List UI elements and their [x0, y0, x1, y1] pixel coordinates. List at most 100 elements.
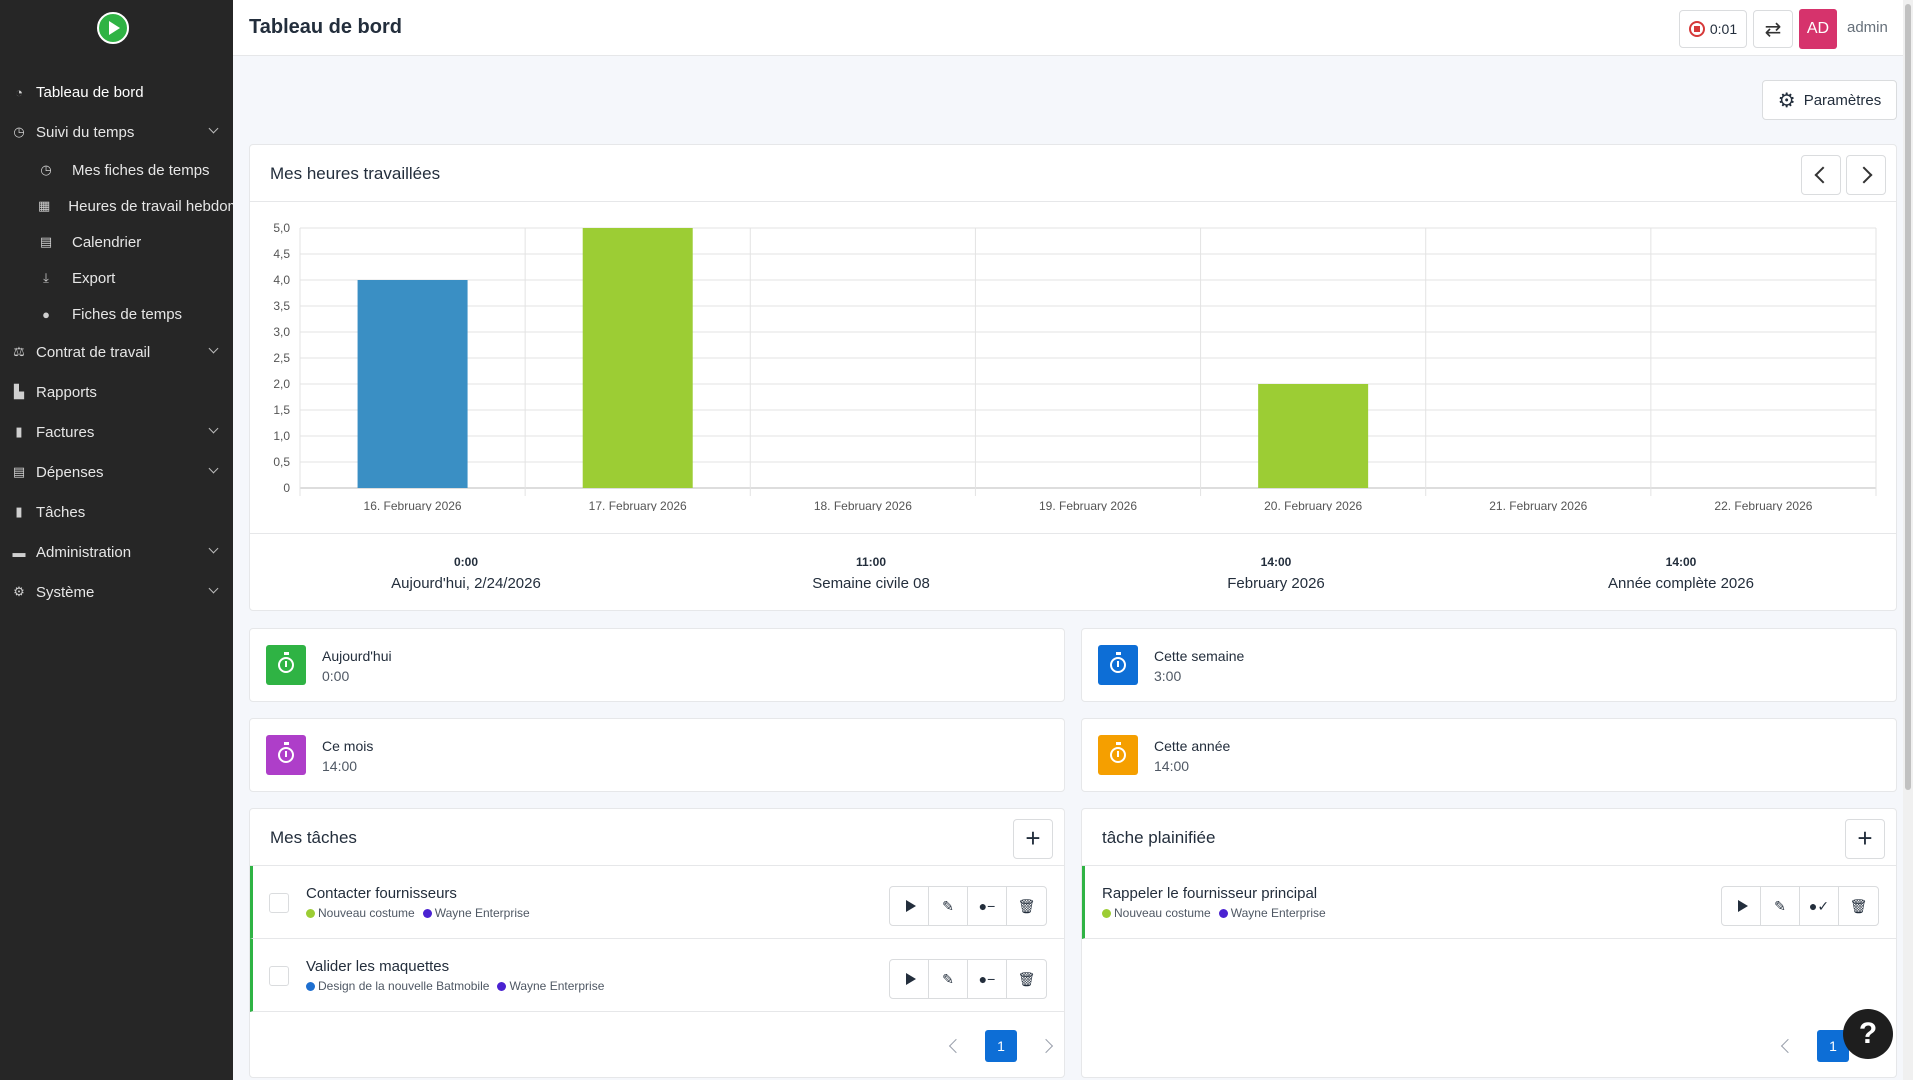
summary-title: Ce mois — [322, 738, 374, 754]
chevron-left-icon[interactable] — [1780, 1038, 1796, 1054]
sidebar-subitem-label: Fiches de temps — [72, 305, 183, 323]
toolbox-icon: ▬ — [12, 544, 26, 560]
project-dot — [306, 981, 315, 991]
sidebar-item-dashboard[interactable]: ◔ Tableau de bord — [0, 72, 233, 112]
edit-task-button[interactable]: ✎ — [1761, 887, 1800, 925]
start-task-button[interactable] — [1722, 887, 1761, 925]
stat-value: 14:00 — [1665, 555, 1697, 569]
edit-icon: ✎ — [1774, 897, 1786, 914]
sidebar-item-expenses[interactable]: ▤ Dépenses — [0, 452, 233, 492]
sidebar-nav: ◔ Tableau de bord ◷ Suivi du temps ◷ Mes… — [0, 72, 234, 612]
start-task-button[interactable] — [890, 960, 929, 998]
divider — [1082, 865, 1896, 866]
sidebar-item-tasks[interactable]: ▮ Tâches — [0, 492, 233, 532]
hours-bar-chart: 0 0,5 1,0 1,5 2,0 2,5 3,0 3,5 4,0 4,5 5,0 16. Febru… — [273, 221, 1877, 511]
sidebar-item-administration[interactable]: ▬ Administration — [0, 532, 233, 572]
logo-play-icon[interactable] — [97, 12, 129, 44]
card-title: Mes tâches — [270, 828, 357, 847]
page-title: Tableau de bord — [249, 16, 402, 38]
help-button[interactable]: ? — [1843, 1009, 1893, 1059]
stat-value: 0:00 — [453, 555, 479, 569]
stopwatch-icon — [1098, 735, 1138, 775]
sync-button[interactable]: ⇄ — [1753, 10, 1793, 48]
stat-label: Aujourd'hui, 2/24/2026 — [391, 575, 541, 592]
edit-task-button[interactable]: ✎ — [929, 887, 968, 925]
sidebar: ◔ Tableau de bord ◷ Suivi du temps ◷ Mes… — [0, 0, 233, 1080]
delete-task-button[interactable]: 🗑 — [1839, 887, 1878, 925]
sidebar-subitem-timesheets[interactable]: ● Fiches de temps — [0, 296, 233, 332]
avatar[interactable]: AD — [1799, 9, 1837, 49]
scrollbar[interactable] — [1903, 0, 1913, 1080]
customer-dot — [422, 908, 432, 918]
chevron-left-icon[interactable] — [948, 1038, 964, 1054]
planned-tasks-card: tâche plainifiée + Rappeler le fournisse… — [1081, 808, 1897, 1078]
chart-bar — [357, 280, 468, 488]
stat-label: February 2026 — [1227, 575, 1325, 592]
previous-week-button[interactable] — [1801, 155, 1841, 195]
divider — [250, 201, 1896, 202]
chart-icon: ▙ — [14, 384, 24, 399]
sidebar-item-system[interactable]: ⚙ Système — [0, 572, 233, 612]
chevron-right-icon[interactable] — [1038, 1038, 1054, 1054]
clipboard-icon: ▮ — [15, 504, 23, 519]
stat-value: 11:00 — [855, 555, 887, 569]
task-meta: Nouveau costume Wayne Enterprise — [1102, 906, 1326, 920]
delete-task-button[interactable]: 🗑 — [1007, 887, 1046, 925]
task-row: Rappeler le fournisseur principal Nouvea… — [1082, 866, 1896, 939]
sidebar-subitem-weekly-hours[interactable]: ▦ Heures de travail hebdomadaires — [0, 188, 233, 224]
x-tick-label: 22. February 2026 — [1714, 499, 1812, 511]
project-name: Design de la nouvelle Batmobile — [318, 979, 490, 993]
sidebar-item-label: Factures — [36, 423, 95, 441]
sidebar-item-contract[interactable]: ⚖ Contrat de travail — [0, 332, 233, 372]
stop-timer-button[interactable]: 0:01 — [1679, 10, 1747, 48]
project-dot — [1102, 908, 1111, 918]
sidebar-item-reports[interactable]: ▙ Rapports — [0, 372, 233, 412]
sidebar-subitem-calendar[interactable]: ▤ Calendrier — [0, 224, 233, 260]
task-row: Contacter fournisseurs Nouveau costume W… — [250, 866, 1064, 939]
calendar-icon: ▤ — [39, 234, 53, 249]
settings-button[interactable]: ⚙ Paramètres — [1762, 80, 1897, 120]
edit-task-button[interactable]: ✎ — [929, 960, 968, 998]
sidebar-item-label: Système — [36, 583, 95, 601]
stat-today: 0:00 Aujourd'hui, 2/24/2026 — [316, 555, 616, 592]
add-task-button[interactable]: + — [1013, 819, 1053, 859]
sidebar-subitem-my-timesheets[interactable]: ◷ Mes fiches de temps — [0, 152, 233, 188]
x-tick-label: 19. February 2026 — [1039, 499, 1137, 511]
task-title: Valider les maquettes — [306, 958, 450, 975]
summary-value: 14:00 — [322, 758, 358, 774]
x-tick-label: 16. February 2026 — [364, 499, 462, 511]
unassign-task-button[interactable]: ●− — [968, 887, 1007, 925]
y-tick-label: 0 — [283, 481, 290, 495]
delete-task-button[interactable]: 🗑 — [1007, 960, 1046, 998]
chevron-down-icon — [208, 423, 219, 434]
y-tick-label: 2,0 — [273, 377, 290, 391]
stat-label: Semaine civile 08 — [812, 575, 930, 592]
hours-chart-card: Mes heures travaillées 0 0,5 1,0 1,5 2,0 2,5 3… — [249, 144, 1897, 611]
sidebar-item-time-tracking[interactable]: ◷ Suivi du temps — [0, 112, 233, 152]
scrollbar-thumb[interactable] — [1905, 4, 1911, 790]
username[interactable]: admin — [1847, 19, 1888, 36]
card-title: Mes heures travaillées — [270, 164, 441, 183]
sidebar-item-label: Dépenses — [36, 463, 104, 481]
unassign-task-button[interactable]: ●− — [968, 960, 1007, 998]
add-planned-task-button[interactable]: + — [1845, 819, 1885, 859]
task-checkbox[interactable] — [269, 966, 289, 986]
y-tick-label: 4,5 — [273, 247, 290, 261]
task-checkbox[interactable] — [269, 893, 289, 913]
scale-icon: ⚖ — [13, 344, 25, 359]
my-tasks-pagination: 1 — [948, 1030, 1054, 1062]
start-task-button[interactable] — [890, 887, 929, 925]
user-minus-icon: ●− — [978, 898, 996, 914]
clock-icon: ◷ — [40, 162, 52, 177]
sidebar-item-invoices[interactable]: ▮ Factures — [0, 412, 233, 452]
download-icon: ⤓ — [43, 270, 49, 285]
summary-value: 0:00 — [322, 668, 350, 684]
next-week-button[interactable] — [1846, 155, 1886, 195]
page-button[interactable]: 1 — [985, 1030, 1017, 1062]
chevron-down-icon — [208, 343, 219, 354]
y-tick-label: 3,0 — [273, 325, 290, 339]
sidebar-subitem-export[interactable]: ⤓ Export — [0, 260, 233, 296]
assign-task-button[interactable]: ●✓ — [1800, 887, 1839, 925]
project-name: Nouveau costume — [318, 906, 415, 920]
y-tick-label: 3,5 — [273, 299, 290, 313]
